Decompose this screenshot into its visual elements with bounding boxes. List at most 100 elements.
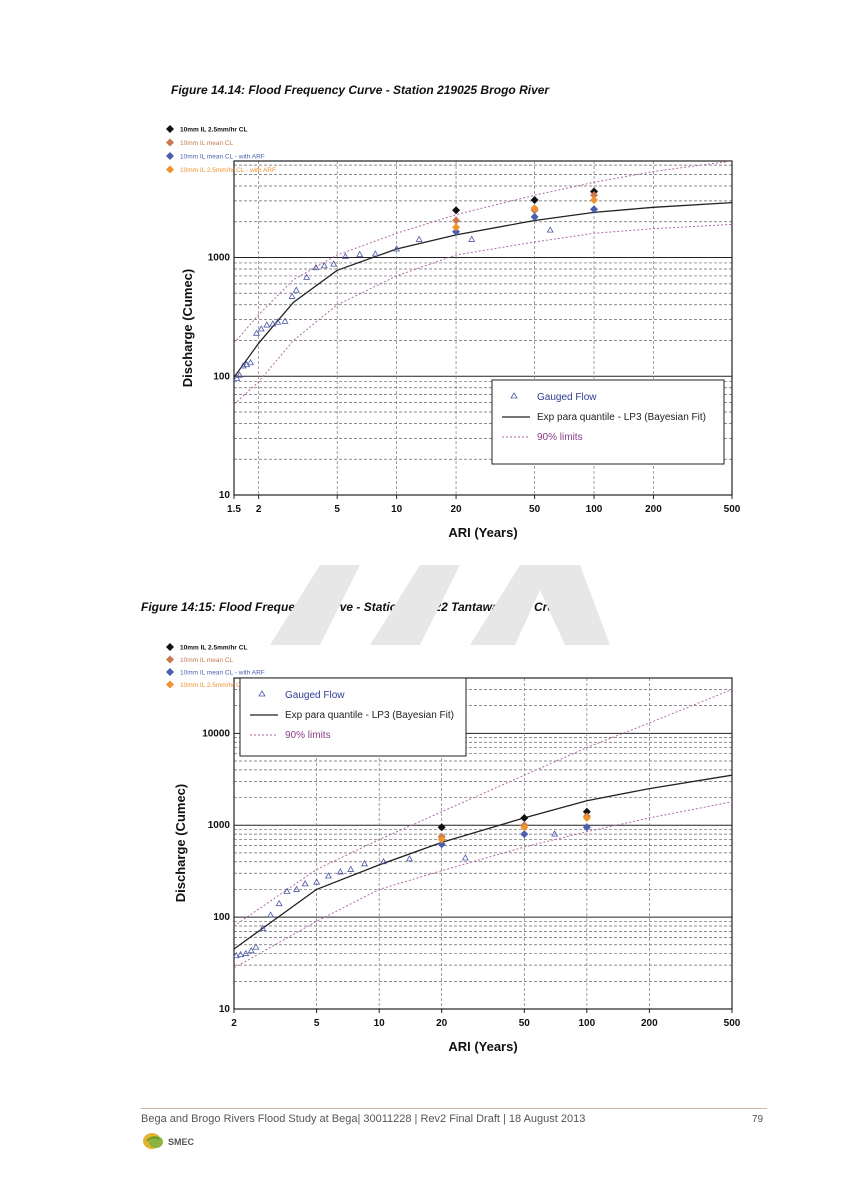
design-event-point [530,204,539,213]
gauged-flow-point [312,263,320,271]
gauged-flow-point [263,321,271,328]
y-tick-label: 100 [213,371,230,382]
gauged-flow-point [232,951,240,959]
design-event-points [452,187,599,236]
top-legend-marker [166,165,174,174]
y-tick-label: 1000 [208,820,231,831]
grid [233,161,733,496]
gauged-flow-point [274,318,282,325]
legend-label: Gauged Flow [285,690,345,701]
design-event-point [452,227,461,236]
gauged-flow-point [415,235,423,242]
gauged-flow-point [301,880,309,887]
x-tick-label: 100 [578,1018,595,1029]
legend-label: 90% limits [537,432,583,443]
smec-logo-text: SMEC [168,1137,195,1147]
gauged-flow-point [371,250,379,257]
legend-box [491,379,725,465]
gauged-flow-point [356,250,364,257]
chart-2: 2 5 10 20 50 100 200 500 10 100 1000 10000 ARI (Year… [166,643,741,1054]
gauged-flow-point [468,235,476,242]
top-legend-label: 10mm IL 2.5mm/hr CL - with ARF [180,167,276,174]
x-tick-label: 50 [519,1018,531,1029]
upper-90-limit-line [234,689,732,927]
x-tick-label: 2 [256,504,262,515]
smec-logo-icon: SMEC [143,1133,195,1149]
gauged-flow-point [269,320,277,327]
plot-frame [233,677,733,1010]
design-event-point [590,196,599,205]
design-event-points [437,807,591,849]
gauged-flow-point [406,855,413,862]
gauged-flow-point [267,911,275,918]
top-legend-marker [166,655,174,664]
design-event-point [452,206,461,215]
gauged-flow-point [253,329,260,336]
legend-label: Exp para quantile - LP3 (Bayesian Fit) [285,710,454,721]
y-tick-label: 1000 [208,253,231,264]
gauged-flow-points [232,830,559,959]
gauged-flow-points [233,226,554,381]
curves [234,161,732,405]
top-legend-label: 10mm IL 2.5mm/hr CL [180,127,247,134]
top-legend-marker [166,138,174,147]
legend-triangle-icon [258,690,266,697]
x-tick-label: 500 [724,1018,741,1029]
figure-caption-2: Figure 14:15: Flood Frequency Curve - St… [141,600,568,614]
design-event-point [530,196,539,205]
x-tick-label: 1.5 [227,504,241,515]
legend-box [239,677,467,757]
chart-1: 1.5 2 5 10 20 50 100 200 500 10 100 1000 ARI (Years)… [166,125,741,540]
design-event-point [520,813,529,822]
gauged-flow-point [320,262,328,269]
top-legend-marker [166,680,174,689]
design-event-point [590,191,599,200]
design-event-point [437,835,446,844]
gauged-flow-point [546,226,554,233]
gauged-flow-point [247,358,255,366]
design-event-point [452,223,461,232]
gauged-flow-point [283,887,291,894]
gauged-flow-point [288,292,296,299]
page-number: 79 [752,1114,764,1125]
gauged-flow-point [303,273,311,280]
top-legend-label: 10mm IL mean CL [180,140,234,147]
gauged-flow-point [233,374,241,381]
design-event-point [437,823,446,832]
gauged-flow-point [341,252,349,259]
x-tick-label: 200 [645,504,662,515]
top-legend-label: 10mm IL mean CL [180,657,234,664]
gauged-flow-point [330,260,338,267]
design-event-point [582,813,591,822]
y-axis-label: Discharge (Cumec) [180,269,195,387]
gauged-flow-point [347,865,355,872]
y-tick-label: 100 [213,912,230,923]
y-tick-label: 10000 [202,728,230,739]
gauged-flow-point [275,899,283,907]
top-legend-marker [166,643,174,651]
x-tick-label: 10 [391,504,403,515]
figure-caption-1: Figure 14.14: Flood Frequency Curve - St… [171,83,550,97]
x-tick-label: 5 [334,504,340,515]
gauged-flow-point [259,924,267,931]
y-tick-label: 10 [219,490,231,501]
gauged-flow-point [380,857,388,865]
y-axis-label: Discharge (Cumec) [173,784,188,902]
design-event-point [590,205,599,214]
top-legend-marker [166,668,174,676]
lower-90-limit-line [234,801,732,969]
top-legend-label: 10mm IL 2.5mm/hr CL - with ARF [180,682,276,689]
design-event-point [437,840,446,849]
top-legend-label: 10mm IL 2.5mm/hr CL [180,645,247,652]
x-tick-label: 20 [436,1018,448,1029]
gauged-flow-point [336,868,344,875]
gauged-flow-point [361,860,368,867]
legend-label: Gauged Flow [537,392,597,403]
x-axis-label: ARI (Years) [448,1039,517,1054]
gauged-flow-point [551,830,559,837]
gauged-flow-point [313,878,321,885]
gauged-flow-point [242,949,250,957]
gauged-flow-point [393,245,401,252]
gauged-flow-point [257,325,265,332]
legend-triangle-icon [510,392,518,399]
